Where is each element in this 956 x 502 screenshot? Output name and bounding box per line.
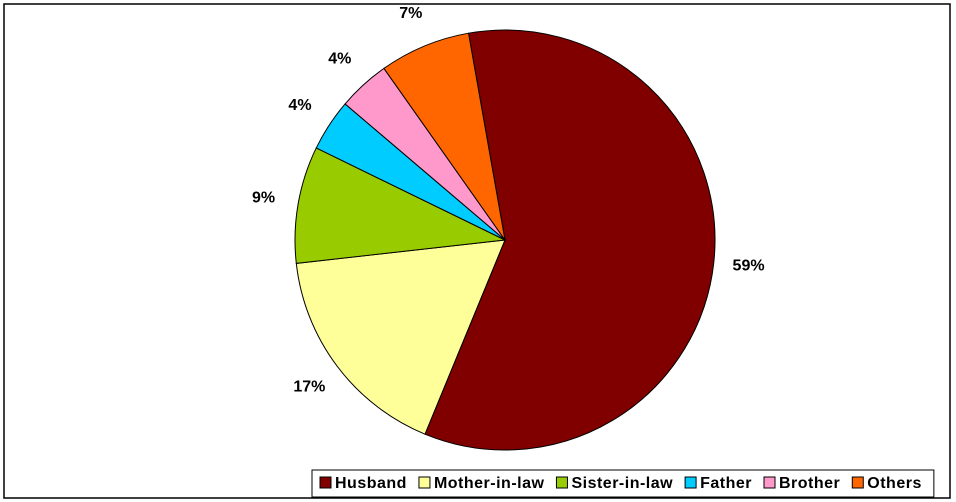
pie-slice (295, 239, 506, 435)
data-label: 17% (293, 379, 325, 396)
legend-swatch (319, 476, 332, 489)
pie: 59% 17% 9% 4% 4% 7% (252, 5, 765, 451)
legend-label: Mother-in-law (434, 475, 545, 492)
legend-label: Sister-in-law (571, 475, 673, 492)
data-label: 4% (328, 50, 351, 67)
data-label: 7% (399, 5, 422, 22)
data-label: 4% (288, 97, 311, 114)
legend-label: Others (867, 475, 922, 492)
pie-slice (294, 147, 507, 264)
legend-box (311, 469, 935, 498)
legend-swatch (851, 476, 864, 489)
pie-slice (383, 32, 506, 241)
legend: Husband Mother-in-law Sister-in-law Father B… (311, 469, 935, 498)
data-label: 59% (733, 258, 765, 275)
legend-label: Father (700, 475, 752, 492)
legend-swatch (555, 476, 568, 489)
pie-slice (424, 29, 716, 451)
legend-swatch (763, 476, 776, 489)
legend-swatch (418, 476, 431, 489)
data-label: 9% (252, 190, 275, 207)
legend-label: Husband (335, 475, 407, 492)
legend-swatch (684, 476, 697, 489)
legend-label: Brother (779, 475, 840, 492)
